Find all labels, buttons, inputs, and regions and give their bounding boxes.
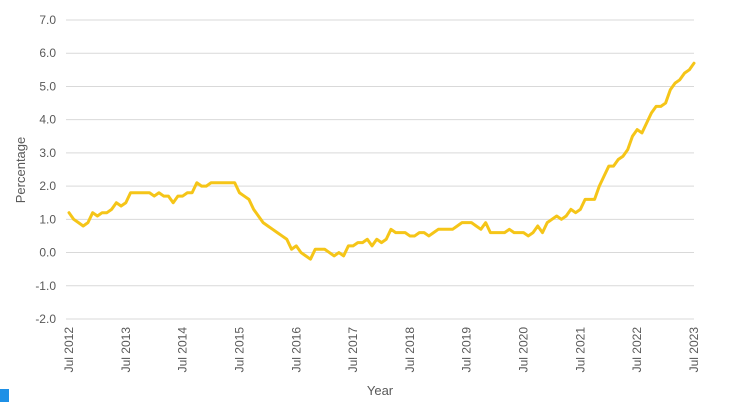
y-tick-label: -1.0	[35, 279, 56, 293]
x-tick-label: Jul 2015	[232, 327, 246, 373]
x-tick-label: Jul 2020	[517, 327, 531, 373]
x-tick-label: Jul 2023	[687, 327, 701, 373]
gridlines	[66, 19, 694, 320]
y-tick-label: 4.0	[39, 113, 56, 127]
y-tick-label: -2.0	[35, 312, 56, 326]
x-tick-label: Jul 2022	[630, 327, 644, 373]
x-tick-label: Jul 2021	[573, 327, 587, 373]
x-tick-label: Jul 2013	[119, 327, 133, 373]
y-tick-label: 1.0	[39, 212, 56, 226]
x-tick-label: Jul 2017	[346, 327, 360, 373]
x-tick-label: Jul 2018	[403, 327, 417, 373]
y-axis-title: Percentage	[13, 137, 28, 204]
x-tick-label: Jul 2019	[460, 327, 474, 373]
y-tick-label: 0.0	[39, 246, 56, 260]
y-tick-label: 5.0	[39, 79, 56, 93]
y-tick-label: 2.0	[39, 179, 56, 193]
y-tick-labels: -2.0 -1.0 0.0 1.0 2.0 3.0 4.0 5.0 6.0 7.0	[35, 13, 56, 326]
y-tick-label: 6.0	[39, 46, 56, 60]
y-tick-label: 3.0	[39, 146, 56, 160]
x-tick-label: Jul 2014	[176, 327, 190, 373]
corner-marker	[0, 389, 9, 402]
x-tick-labels: Jul 2012 Jul 2013 Jul 2014 Jul 2015 Jul 2016…	[62, 327, 701, 373]
x-axis-title: Year	[367, 383, 394, 398]
y-tick-label: 7.0	[39, 13, 56, 27]
series-line	[67, 61, 696, 261]
x-tick-label: Jul 2016	[289, 327, 303, 373]
x-tick-label: Jul 2012	[62, 327, 76, 373]
series-layer	[67, 61, 696, 261]
